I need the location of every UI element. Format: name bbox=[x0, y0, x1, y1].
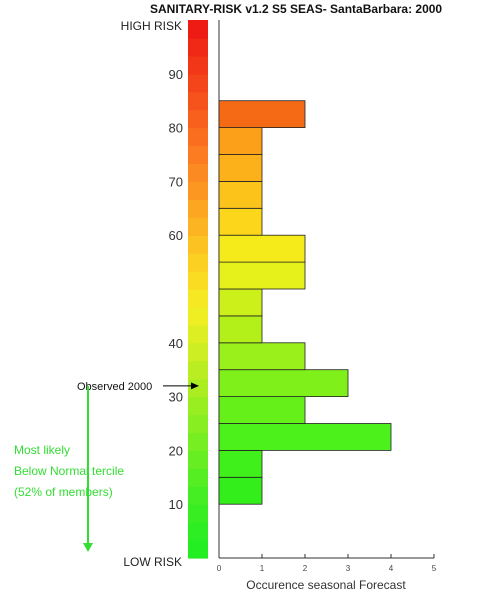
colorbar-segment bbox=[188, 217, 208, 236]
risk-colorbar bbox=[188, 20, 208, 559]
y-tick-label: 60 bbox=[169, 228, 183, 243]
colorbar-segment bbox=[188, 109, 208, 129]
histogram-bar bbox=[218, 288, 263, 317]
histogram-bar bbox=[218, 100, 306, 128]
histogram-bar bbox=[218, 369, 349, 398]
x-tick-labels: 0 1 2 3 4 5 bbox=[217, 554, 437, 573]
histogram-bar bbox=[218, 154, 263, 182]
annotation-line-3: (52% of members) bbox=[14, 485, 113, 499]
observed-arrowhead bbox=[191, 382, 199, 390]
y-tick-label: 80 bbox=[169, 121, 183, 136]
colorbar-segment bbox=[188, 289, 208, 308]
colorbar-segment bbox=[188, 342, 208, 362]
colorbar-segment bbox=[188, 199, 208, 218]
colorbar-segment bbox=[188, 55, 208, 75]
colorbar-segment bbox=[188, 127, 208, 147]
histogram-bar bbox=[218, 261, 306, 290]
x-tick-label: 5 bbox=[432, 564, 437, 573]
histogram-bar bbox=[218, 234, 306, 263]
y-tick-label: 90 bbox=[169, 67, 183, 82]
colorbar-segment bbox=[188, 522, 208, 541]
chart-title: SANITARY-RISK v1.2 S5 SEAS- SantaBarbara… bbox=[150, 2, 442, 16]
colorbar-segment bbox=[188, 396, 208, 416]
annotation-arrowhead bbox=[83, 543, 93, 552]
colorbar-segment bbox=[188, 360, 208, 380]
histogram-bars bbox=[218, 100, 392, 505]
histogram-bar bbox=[218, 207, 263, 236]
high-risk-label: HIGH RISK bbox=[121, 19, 182, 33]
low-risk-label: LOW RISK bbox=[123, 555, 182, 569]
colorbar-segment bbox=[188, 432, 208, 451]
x-tick-label: 3 bbox=[346, 564, 351, 573]
y-tick-label: 70 bbox=[169, 174, 183, 189]
y-tick-label: 20 bbox=[169, 443, 183, 458]
colorbar-segment bbox=[188, 253, 208, 272]
histogram-bar bbox=[218, 423, 392, 451]
x-tick-label: 0 bbox=[217, 564, 222, 573]
colorbar-segment bbox=[188, 163, 208, 182]
colorbar-segment bbox=[188, 414, 208, 434]
colorbar-segment bbox=[188, 181, 208, 200]
colorbar-segment bbox=[188, 271, 208, 290]
colorbar-segment bbox=[188, 324, 208, 344]
annotation-line-1: Most likely bbox=[14, 443, 70, 457]
annotation: Most likely Below Normal tercile (52% of… bbox=[14, 385, 124, 552]
colorbar-segment bbox=[188, 37, 208, 57]
x-axis-label: Occurence seasonal Forecast bbox=[246, 578, 406, 592]
y-tick-labels: 10 20 30 40 60 70 80 90 bbox=[169, 67, 183, 512]
colorbar-segment bbox=[188, 468, 208, 487]
colorbar-segment bbox=[188, 486, 208, 505]
histogram-bar bbox=[218, 315, 263, 344]
y-tick-label: 40 bbox=[169, 336, 183, 351]
x-tick-label: 1 bbox=[260, 564, 265, 573]
observed-label: Observed 2000 bbox=[77, 381, 152, 393]
colorbar-segment bbox=[188, 504, 208, 523]
annotation-line-2: Below Normal tercile bbox=[14, 464, 124, 478]
colorbar-segment bbox=[188, 145, 208, 165]
histogram-bar bbox=[218, 449, 263, 478]
colorbar-segment bbox=[188, 540, 208, 559]
x-tick-label: 2 bbox=[303, 564, 308, 573]
colorbar-segment bbox=[188, 73, 208, 93]
histogram-bar bbox=[218, 476, 263, 505]
colorbar-segment bbox=[188, 450, 208, 469]
histogram-bar bbox=[218, 127, 263, 155]
histogram-bar bbox=[218, 180, 263, 209]
histogram-bar bbox=[218, 342, 306, 371]
y-tick-label: 10 bbox=[169, 497, 183, 512]
colorbar-segment bbox=[188, 306, 208, 326]
colorbar-segment bbox=[188, 91, 208, 111]
y-tick-label: 30 bbox=[169, 390, 183, 405]
colorbar-segment bbox=[188, 20, 208, 39]
histogram-bar bbox=[218, 396, 306, 424]
x-tick-label: 4 bbox=[389, 564, 394, 573]
observed-marker: Observed 2000 bbox=[77, 381, 199, 393]
colorbar-segment bbox=[188, 235, 208, 254]
